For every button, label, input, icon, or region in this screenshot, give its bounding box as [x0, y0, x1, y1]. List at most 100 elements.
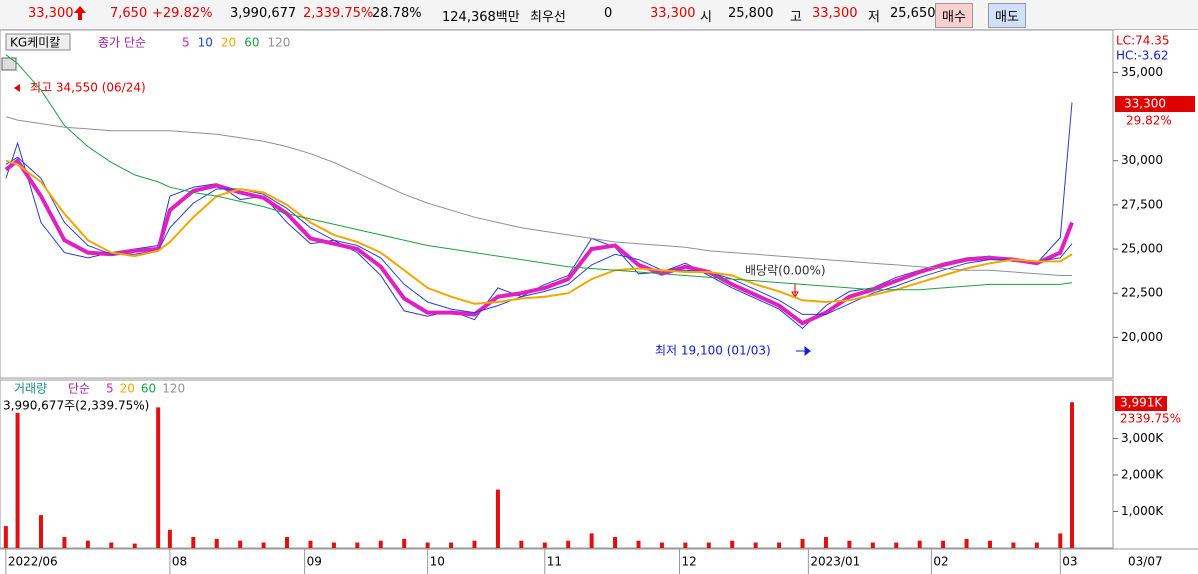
x-tick-label: 2022/06: [8, 555, 58, 569]
y-tick-label: 27,500: [1121, 197, 1163, 211]
volume-legend-title: 단순: [68, 382, 90, 396]
y-tick-label: 35,000: [1121, 65, 1163, 79]
legend-entry: 5: [106, 382, 114, 396]
series-line: [5, 159, 1073, 305]
volume-bar: [355, 542, 360, 548]
grid-icon[interactable]: [1, 57, 17, 71]
volume-bar: [941, 540, 946, 548]
y-tick-label: 20,000: [1121, 330, 1163, 344]
x-tick-label: 11: [547, 555, 562, 569]
volume-bar: [472, 540, 477, 548]
toolbar-value: 저: [868, 10, 880, 25]
volume-bar: [85, 540, 90, 548]
volume-bar: [495, 489, 500, 548]
toolbar-value: 7,650: [110, 6, 148, 21]
x-tick-label: 12: [682, 555, 697, 569]
toolbar-value: 25,650: [890, 6, 936, 21]
price-panel: [0, 29, 1114, 379]
volume-bar: [1069, 402, 1074, 548]
last-volume: 3,991K: [1120, 396, 1163, 410]
legend-entry: 10: [198, 36, 213, 50]
series-line: [5, 102, 1073, 330]
series-line: [5, 54, 1073, 291]
toolbar: 33,300 7,650 +29.82% 3,990,677 2,339.75% 28.7…: [0, 0, 1198, 30]
volume-bar: [425, 542, 430, 548]
volume-bar: [191, 537, 196, 548]
legend-entry: 60: [244, 36, 259, 50]
volume-bar: [987, 540, 992, 548]
y-tick-label: 3,000K: [1121, 431, 1164, 445]
stock-name: KG케미칼: [10, 36, 60, 50]
toolbar-value: 2,339.75%: [303, 6, 374, 21]
arrow: [791, 283, 799, 299]
change-label: 29.82%: [1126, 114, 1172, 128]
buy-button[interactable]: 매수: [935, 3, 973, 28]
toolbar-value: 28.78%: [372, 6, 422, 21]
toolbar-value: 고: [790, 10, 802, 25]
volume-bar: [519, 540, 524, 548]
volume-box: [1115, 396, 1167, 411]
hc-label: HC:-3.62: [1116, 49, 1169, 63]
legend-entry: 120: [267, 36, 290, 50]
volume-bar: [167, 529, 172, 548]
volume-bar: [542, 542, 547, 548]
x-end-label: 03/07: [1128, 555, 1163, 569]
volume-bar: [613, 537, 618, 548]
series-line: [5, 156, 1073, 315]
series-line: [4, 157, 1074, 326]
toolbar-value: 33,300: [650, 6, 696, 21]
y-tick-label: 2,000K: [1121, 467, 1164, 481]
volume-bar: [132, 543, 137, 548]
title-box: [5, 33, 71, 51]
low-annotation: 최저 19,100 (01/03): [655, 344, 771, 358]
legend-entry: 20: [120, 382, 135, 396]
volume-bar: [636, 540, 641, 548]
y-tick-label: 30,000: [1121, 153, 1163, 167]
toolbar-value: 33,300: [812, 6, 858, 21]
volume-bar: [730, 540, 735, 548]
toolbar-value: 0: [604, 6, 613, 21]
arrow: [796, 345, 812, 357]
volume-bar: [847, 540, 852, 548]
volume-bar: [308, 540, 313, 548]
toolbar-value: 3,990,677: [230, 6, 297, 21]
volume-bar: [659, 542, 664, 548]
x-tick-label: 2023/01: [810, 555, 860, 569]
volume-change: 2339.75%: [1120, 412, 1181, 426]
volume-bar: [800, 538, 805, 548]
toolbar-value: +29.82%: [152, 6, 213, 21]
volume-bar: [1034, 542, 1039, 548]
volume-bar: [3, 526, 8, 548]
y-tick-label: 1,000K: [1121, 504, 1164, 518]
series-line: [5, 116, 1072, 276]
legend-entry: 120: [162, 382, 185, 396]
high-annotation: 최고 34,550 (06/24): [30, 81, 146, 95]
volume-bar: [917, 540, 922, 548]
volume-bar: [870, 542, 875, 548]
dividend-annotation: 배당락(0.00%): [745, 264, 826, 278]
volume-bar: [238, 540, 243, 548]
volume-bar: [894, 542, 899, 548]
volume-bar: [964, 538, 969, 548]
toolbar-value: 124,368백만: [442, 10, 520, 25]
volume-bar: [378, 540, 383, 548]
sell-button[interactable]: 매도: [988, 3, 1026, 28]
volume-bar: [331, 542, 336, 548]
volume-bar: [39, 515, 44, 548]
volume-bar: [706, 542, 711, 548]
volume-label: 3,990,677주(2,339.75%): [3, 399, 149, 413]
legend-entry: 5: [182, 36, 190, 50]
legend-title: 종가 단순: [98, 36, 146, 50]
volume-bar: [214, 538, 219, 548]
volume-bar: [285, 537, 290, 548]
volume-bar: [589, 533, 594, 548]
toolbar-value: 최우선: [530, 10, 566, 25]
volume-bar: [1011, 542, 1016, 548]
arrow: [14, 84, 20, 92]
volume-bar: [566, 540, 571, 548]
volume-bar: [1058, 533, 1063, 548]
y-tick-label: 25,000: [1121, 242, 1163, 256]
volume-panel: [0, 379, 1114, 549]
volume-title: 거래량: [14, 382, 47, 396]
